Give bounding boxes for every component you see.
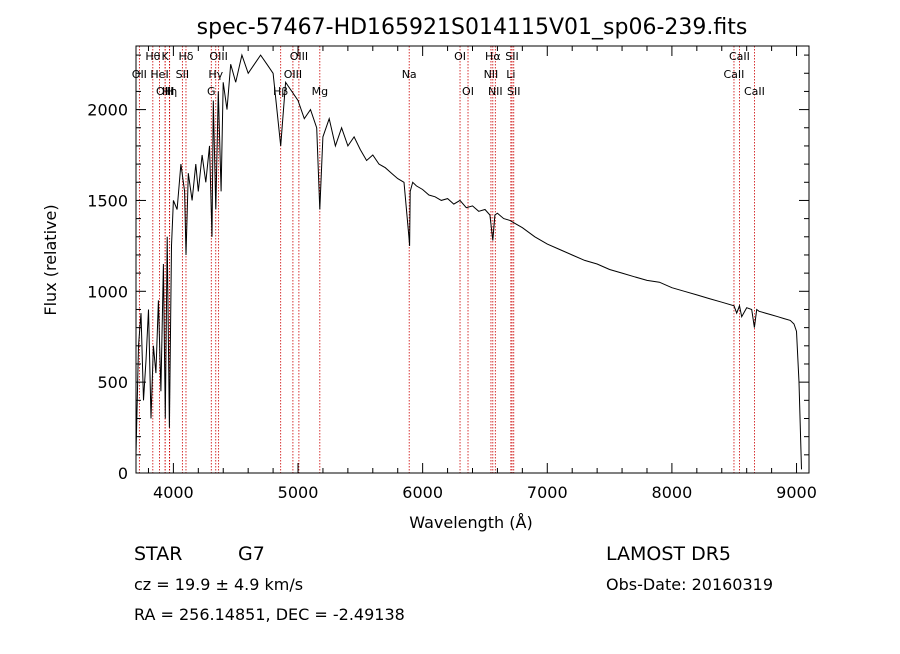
line-marker-label: Hγ <box>208 68 223 81</box>
line-marker-label: CaII <box>729 50 750 63</box>
x-tick-label: 5000 <box>278 483 319 502</box>
line-marker-label: SII <box>505 50 518 63</box>
coordinates-readout: RA = 256.14851, DEC = -2.49138 <box>134 605 405 624</box>
line-marker-label: CaII <box>744 85 765 98</box>
line-marker-label: SII <box>176 68 189 81</box>
line-marker-label: OII <box>132 68 147 81</box>
x-tick-label: 7000 <box>527 483 568 502</box>
object-class: STAR <box>134 543 182 565</box>
plot-frame <box>135 45 810 474</box>
y-tick-label: 1000 <box>87 282 128 301</box>
line-marker-label: Hα <box>485 50 501 63</box>
x-axis-ticks: 4000 5000 6000 7000 8000 9000 <box>147 46 817 502</box>
spectrum-line <box>135 53 802 470</box>
line-marker-label: NII <box>488 85 503 98</box>
line-marker-label: OIII <box>290 50 308 63</box>
x-tick-label: 4000 <box>153 483 194 502</box>
line-marker-label: G <box>207 85 216 98</box>
spectral-line-labels: OIIHθHeIKOIIIHHηSIIHδGHγOIIIHβOIIIOIIIMg… <box>132 50 765 98</box>
x-axis-label: Wavelength (Å) <box>409 513 532 532</box>
object-subclass: G7 <box>238 543 265 565</box>
line-marker-label: OIII <box>209 50 227 63</box>
line-marker-label: Hη <box>162 85 177 98</box>
line-marker-label: Mg <box>312 85 328 98</box>
spectral-line-markers <box>138 46 755 473</box>
y-tick-label: 1500 <box>87 191 128 210</box>
redshift-readout: cz = 19.9 ± 4.9 km/s <box>134 575 303 594</box>
line-marker-label: Na <box>402 68 417 81</box>
observation-date: Obs-Date: 20160319 <box>606 575 773 594</box>
line-marker-label: SII <box>507 85 520 98</box>
x-tick-label: 9000 <box>776 483 817 502</box>
line-marker-label: K <box>162 50 170 63</box>
x-tick-label: 6000 <box>402 483 443 502</box>
y-tick-label: 2000 <box>87 101 128 120</box>
line-marker-label: HeI <box>150 68 168 81</box>
line-marker-label: Li <box>506 68 515 81</box>
line-marker-label: Hθ <box>145 50 160 63</box>
line-marker-label: NII <box>484 68 499 81</box>
line-marker-label: Hδ <box>178 50 193 63</box>
chart-title: spec-57467-HD165921S014115V01_sp06-239.f… <box>197 15 748 40</box>
y-axis-ticks: 0 500 1000 1500 2000 <box>87 54 809 483</box>
line-marker-label: H <box>165 85 173 98</box>
line-marker-label: OIII <box>156 85 174 98</box>
line-marker-label: OI <box>462 85 474 98</box>
x-tick-label: 8000 <box>652 483 693 502</box>
survey-name: LAMOST DR5 <box>606 543 731 565</box>
y-axis-label: Flux (relative) <box>41 204 60 315</box>
line-marker-label: OIII <box>284 68 302 81</box>
y-tick-label: 0 <box>118 464 128 483</box>
line-marker-label: OI <box>454 50 466 63</box>
line-marker-label: CaII <box>724 68 745 81</box>
y-tick-label: 500 <box>97 373 128 392</box>
